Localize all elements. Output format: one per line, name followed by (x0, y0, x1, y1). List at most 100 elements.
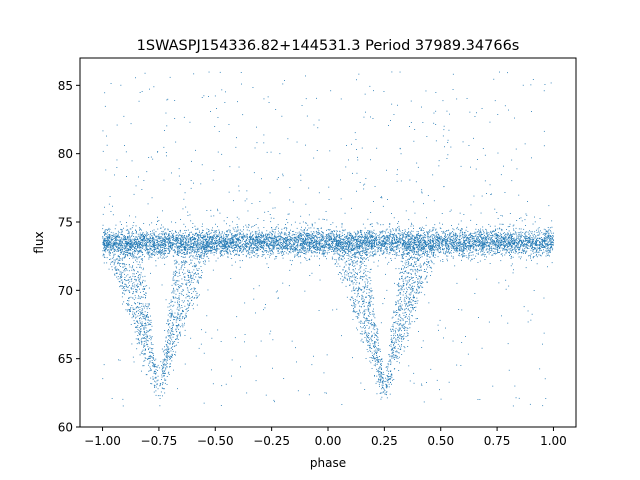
data-point (280, 241, 281, 243)
data-point (382, 245, 384, 247)
data-point (221, 235, 222, 237)
data-point (439, 247, 441, 249)
data-point (140, 244, 142, 245)
data-point (486, 231, 488, 233)
data-point (104, 244, 106, 246)
data-point (478, 234, 480, 235)
data-point (365, 252, 366, 253)
data-point (433, 234, 435, 236)
data-point (511, 239, 513, 241)
data-point (382, 243, 383, 245)
data-point (510, 235, 512, 237)
data-point (326, 258, 327, 260)
data-point (340, 238, 342, 240)
data-point (206, 228, 208, 230)
data-point (311, 252, 313, 254)
data-point (271, 243, 273, 245)
data-point (137, 252, 139, 254)
data-point (466, 250, 468, 252)
data-point (394, 233, 395, 235)
data-point (387, 239, 389, 241)
data-point (484, 243, 486, 245)
data-point (168, 252, 169, 254)
data-point (148, 238, 150, 240)
data-point (307, 237, 308, 239)
data-point (413, 243, 415, 244)
data-point (549, 238, 551, 239)
data-point (166, 237, 168, 239)
data-point (113, 245, 114, 246)
data-point (260, 249, 261, 250)
data-point (494, 242, 496, 244)
data-point (233, 236, 235, 238)
data-point (504, 239, 505, 241)
data-point (186, 251, 188, 252)
data-point (270, 250, 272, 251)
data-point (183, 236, 185, 238)
data-point (428, 237, 430, 239)
data-point (313, 231, 315, 232)
data-point (249, 237, 251, 239)
data-point (108, 253, 110, 255)
data-point (105, 236, 107, 238)
data-point (377, 249, 379, 251)
data-point (326, 246, 327, 248)
data-point (103, 262, 105, 264)
data-point (155, 231, 157, 233)
data-point (113, 241, 115, 243)
data-point (347, 248, 349, 250)
data-point (536, 239, 537, 241)
data-point (334, 239, 335, 241)
data-point (335, 236, 337, 237)
data-point (229, 243, 231, 245)
data-point (238, 245, 240, 247)
data-point (463, 250, 465, 251)
data-point (182, 239, 184, 241)
data-point (537, 237, 539, 239)
data-point (192, 245, 194, 247)
data-point (130, 240, 132, 242)
data-point (200, 243, 202, 245)
data-point (510, 234, 512, 236)
data-point (147, 249, 148, 250)
data-point (395, 248, 397, 250)
data-point (311, 251, 312, 253)
data-point (234, 244, 236, 246)
data-point (223, 238, 224, 240)
data-point (535, 247, 537, 249)
data-point (419, 240, 421, 241)
data-point (340, 249, 342, 251)
data-point (307, 238, 309, 240)
data-point (551, 243, 553, 245)
data-point (549, 235, 551, 236)
data-point (269, 237, 270, 239)
data-point (167, 228, 169, 230)
data-point (220, 247, 222, 249)
data-point (396, 237, 398, 239)
data-point (283, 247, 284, 249)
data-point (257, 237, 259, 238)
data-point (480, 242, 481, 244)
data-point (194, 247, 196, 249)
data-point (123, 235, 125, 237)
data-point (112, 246, 114, 248)
data-point (306, 232, 308, 234)
data-point (407, 236, 409, 238)
data-point (503, 245, 505, 247)
data-point (387, 263, 388, 265)
data-point (493, 241, 495, 243)
data-point (229, 241, 230, 243)
data-point (487, 232, 489, 233)
data-point (459, 255, 461, 257)
data-point (361, 251, 363, 252)
data-point (413, 249, 415, 251)
data-point (549, 227, 551, 229)
data-point (181, 235, 183, 236)
data-point (552, 235, 554, 236)
data-point (283, 242, 285, 244)
data-point (158, 235, 160, 237)
data-point (206, 241, 207, 243)
data-point (322, 239, 324, 241)
data-point (442, 239, 444, 240)
data-point (498, 242, 500, 244)
